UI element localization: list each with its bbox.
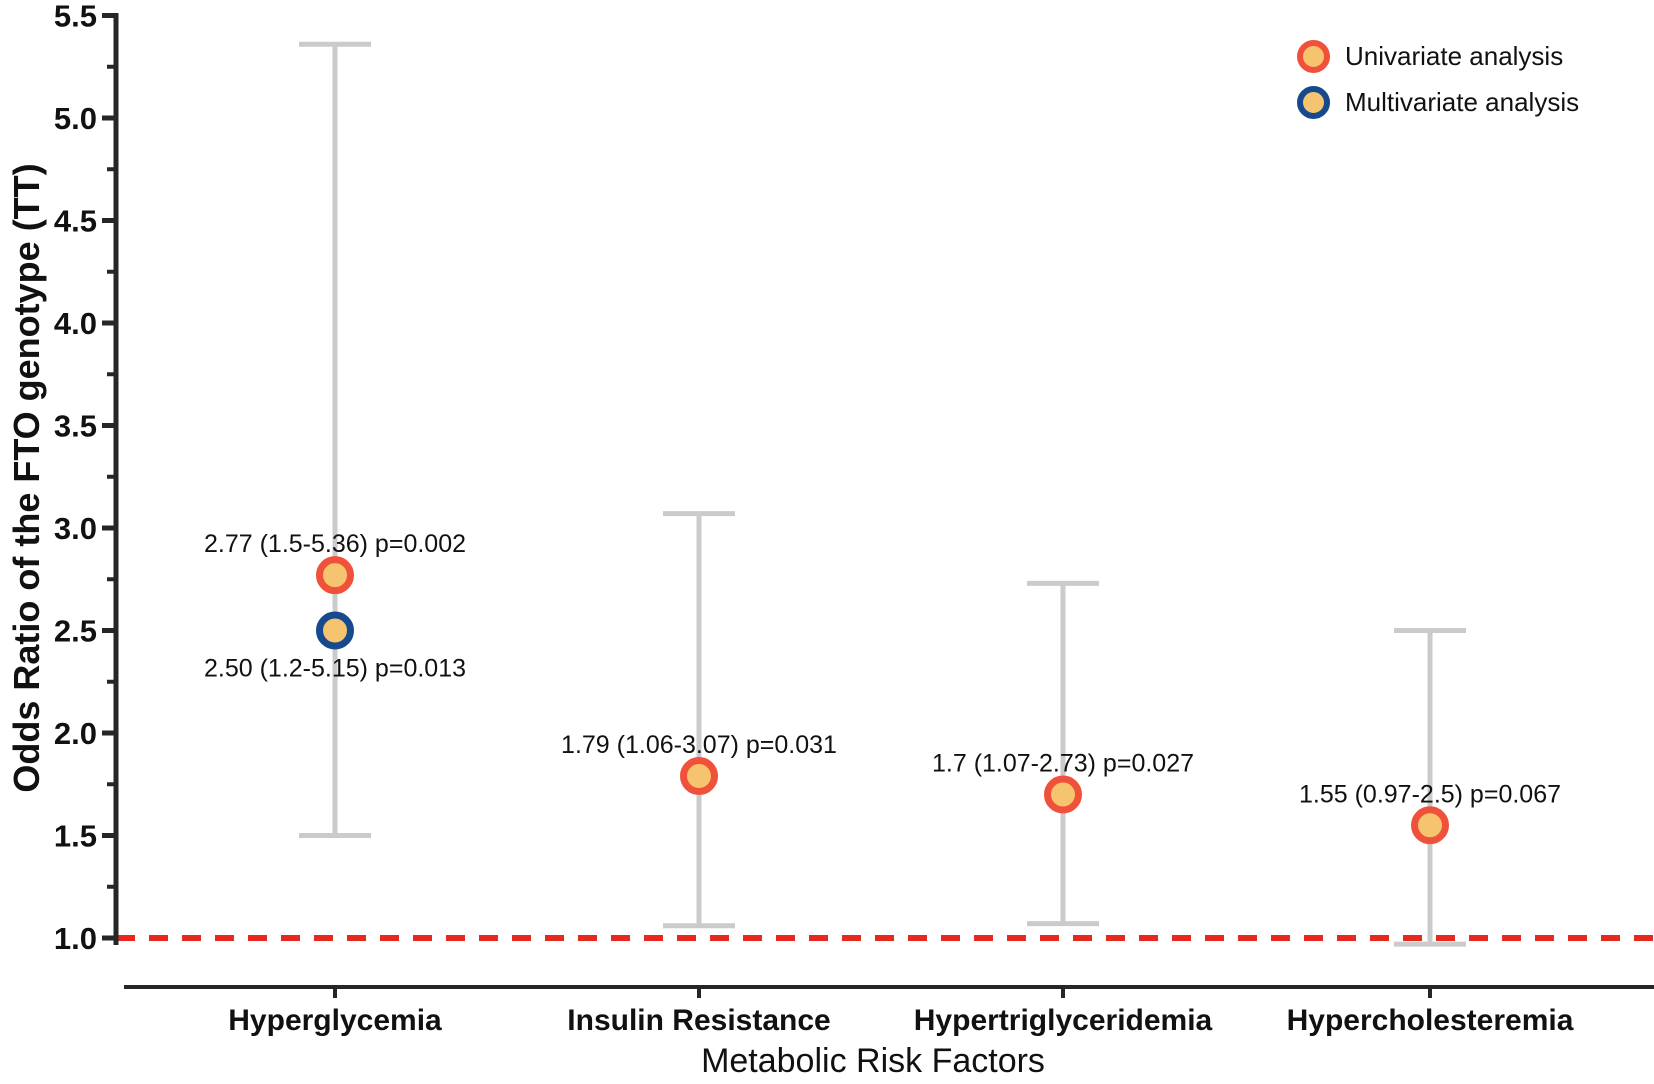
legend-label-multivariate: Multivariate analysis <box>1345 87 1580 117</box>
y-tick-label: 5.5 <box>54 0 97 34</box>
point-label: 1.55 (0.97-2.5) p=0.067 <box>1299 780 1561 808</box>
y-tick-label: 4.0 <box>54 306 97 341</box>
y-tick-label: 5.0 <box>54 101 97 136</box>
legend-item-multivariate: Multivariate analysis <box>1297 86 1579 119</box>
y-tick-label: 1.5 <box>54 819 97 854</box>
point-label: 1.7 (1.07-2.73) p=0.027 <box>932 750 1194 778</box>
point-label: 2.77 (1.5-5.36) p=0.002 <box>204 530 466 558</box>
category-label: Hypercholesteremia <box>1287 1004 1574 1037</box>
y-tick-label: 1.0 <box>54 921 97 956</box>
univariate-point <box>1044 775 1082 814</box>
y-tick-label: 3.0 <box>54 511 97 546</box>
point-label: 1.79 (1.06-3.07) p=0.031 <box>561 731 837 759</box>
point-label: 2.50 (1.2-5.15) p=0.013 <box>204 655 466 683</box>
y-tick-label: 2.5 <box>54 614 97 649</box>
univariate-point <box>316 556 354 595</box>
category-label: Insulin Resistance <box>567 1004 830 1037</box>
univariate-point <box>1411 806 1449 845</box>
x-axis-title: Metabolic Risk Factors <box>701 1042 1045 1080</box>
legend: Univariate analysis Multivariate analysi… <box>1297 40 1579 132</box>
category-label: Hyperglycemia <box>228 1004 442 1037</box>
multivariate-marker-icon <box>1297 86 1330 119</box>
y-tick-label: 4.5 <box>54 204 97 239</box>
y-tick-label: 2.0 <box>54 716 97 751</box>
legend-item-univariate: Univariate analysis <box>1297 40 1579 73</box>
univariate-marker-icon <box>1297 40 1330 73</box>
multivariate-point <box>316 611 354 650</box>
univariate-point <box>680 757 718 796</box>
y-axis-title: Odds Ratio of the FTO genotype (TT) <box>6 163 47 793</box>
category-label: Hypertriglyceridemia <box>914 1004 1213 1037</box>
y-tick-label: 3.5 <box>54 409 97 444</box>
legend-label-univariate: Univariate analysis <box>1345 41 1564 71</box>
